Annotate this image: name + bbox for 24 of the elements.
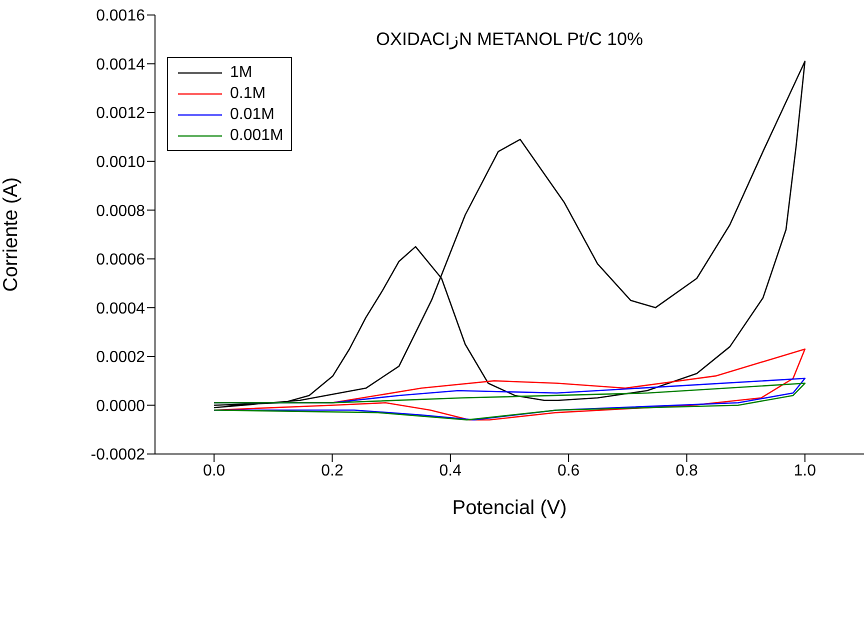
y-tick-label: 0.0004: [96, 300, 146, 318]
y-tick-label: 0.0002: [96, 349, 146, 366]
x-tick-label: 1.0: [794, 462, 816, 480]
text: OXIDACIزN METANOL Pt/C 10%: [374, 28, 644, 50]
y-tick-label: 0.0010: [96, 154, 146, 172]
y-axis-title: Corriente (A): [0, 177, 22, 292]
y-tick-label: 0.0012: [96, 105, 146, 122]
legend-label: 1M: [230, 63, 252, 83]
legend-label: 0.1M: [230, 84, 266, 104]
y-tick-label: -0.0002: [90, 446, 146, 464]
x-tick-label: 0.4: [439, 462, 462, 480]
x-tick-label: 0.8: [676, 462, 698, 480]
y-tick-label: 0.0008: [96, 202, 146, 220]
x-tick-label: 0.6: [557, 462, 580, 480]
y-tick-label: 0.0016: [96, 8, 146, 25]
x-tick-label: 0.2: [321, 462, 344, 480]
legend-label: 0.01M: [230, 105, 274, 125]
x-axis-title: Potencial (V): [452, 497, 567, 519]
legend-label: 0.001M: [230, 126, 284, 146]
x-tick-label: 0.0: [202, 462, 226, 480]
line-series: [213, 60, 806, 408]
y-tick-label: 0.0014: [96, 56, 146, 74]
y-tick-label: 0.0006: [96, 252, 146, 269]
y-tick-label: 0.0000: [96, 398, 146, 415]
